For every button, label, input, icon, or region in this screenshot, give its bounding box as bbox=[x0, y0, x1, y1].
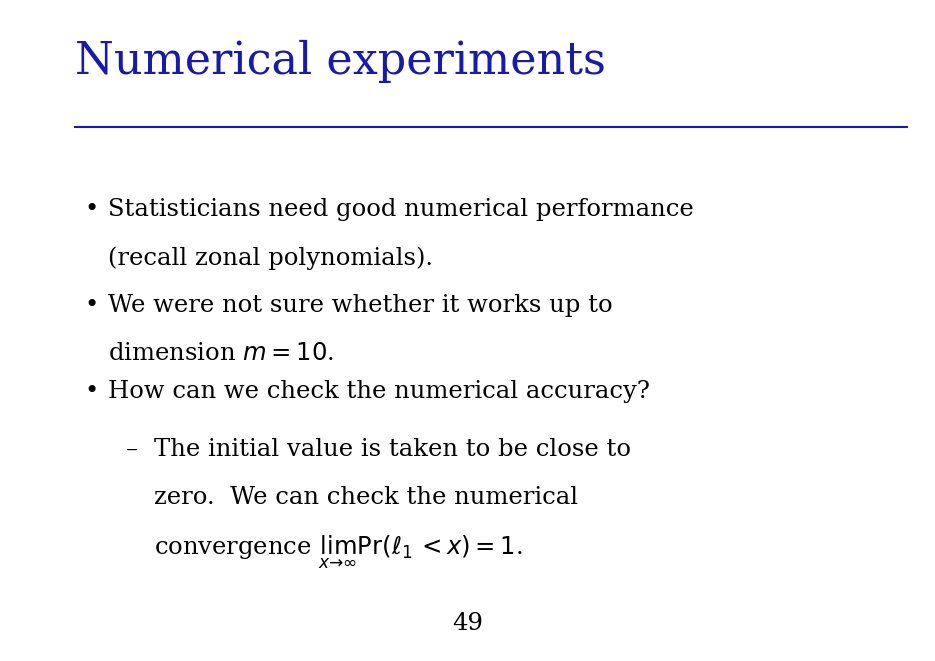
Text: –: – bbox=[126, 438, 138, 461]
Text: •: • bbox=[84, 198, 98, 221]
Text: •: • bbox=[84, 294, 98, 317]
Text: Numerical experiments: Numerical experiments bbox=[75, 40, 606, 83]
Text: How can we check the numerical accuracy?: How can we check the numerical accuracy? bbox=[108, 380, 650, 403]
Text: zero.  We can check the numerical: zero. We can check the numerical bbox=[154, 486, 579, 509]
Text: (recall zonal polynomials).: (recall zonal polynomials). bbox=[108, 247, 433, 270]
Text: dimension $m = 10$.: dimension $m = 10$. bbox=[108, 342, 334, 366]
Text: •: • bbox=[84, 380, 98, 403]
Text: The initial value is taken to be close to: The initial value is taken to be close t… bbox=[154, 438, 631, 461]
Text: Statisticians need good numerical performance: Statisticians need good numerical perfor… bbox=[108, 198, 693, 221]
Text: We were not sure whether it works up to: We were not sure whether it works up to bbox=[108, 294, 612, 317]
Text: convergence $\lim_{x\to\infty} \mathrm{Pr}(\ell_1 < x) = 1$.: convergence $\lim_{x\to\infty} \mathrm{P… bbox=[154, 534, 523, 572]
Text: 49: 49 bbox=[452, 611, 483, 635]
